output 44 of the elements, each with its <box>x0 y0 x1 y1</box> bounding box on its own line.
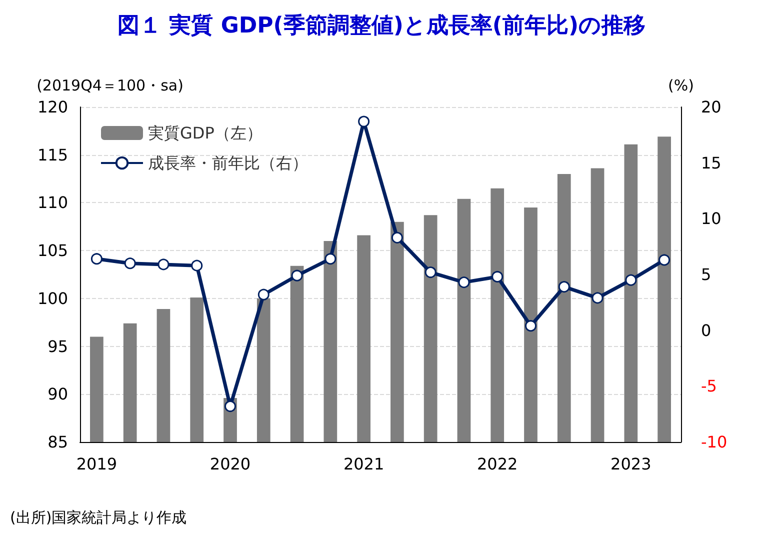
point <box>191 260 203 272</box>
y2-axis-title: (%) <box>668 76 694 94</box>
point <box>625 274 637 286</box>
y2-tick-label: -10 <box>701 432 728 452</box>
x-tick-label: 2023 <box>610 454 652 474</box>
y2-tick-label: 5 <box>701 265 712 284</box>
y-axis-title: (2019Q4＝100・sa) <box>36 76 184 94</box>
point <box>124 258 136 270</box>
point <box>90 253 102 265</box>
y2-tick-label: 0 <box>701 320 712 340</box>
point <box>258 288 270 300</box>
x-tick-label: 2021 <box>343 454 384 474</box>
point <box>658 254 670 266</box>
y2-tick-label: 10 <box>701 209 722 228</box>
x-tick-label: 2022 <box>477 454 518 474</box>
x-tick-label: 2019 <box>76 454 118 474</box>
y-tick-label: 105 <box>37 241 68 260</box>
point <box>558 281 570 293</box>
y-tick-label: 120 <box>37 98 68 116</box>
legend-label: 実質GDP（左） <box>148 124 262 142</box>
text: (出所)国家統計局より作成 <box>10 508 187 526</box>
point <box>492 270 504 282</box>
y2-tick-label: -5 <box>701 376 717 396</box>
y-tick-label: 100 <box>37 288 68 308</box>
legend-label: 成長率・前年比（右） <box>148 154 308 172</box>
x-tick-label: 2020 <box>210 454 251 474</box>
point <box>391 232 403 244</box>
y2-tick-label: 20 <box>701 98 722 116</box>
point <box>224 400 236 412</box>
point <box>458 276 470 288</box>
y-tick-label: 85 <box>48 432 68 452</box>
point <box>358 116 370 128</box>
point <box>424 266 436 278</box>
chart-title: 図１ 実質 GDP(季節調整値)と成長率(前年比)の推移 <box>118 12 646 38</box>
point <box>525 320 536 332</box>
y-tick-label: 115 <box>37 145 68 164</box>
point <box>291 270 303 282</box>
y-tick-label: 110 <box>37 193 68 212</box>
y-tick-label: 95 <box>48 336 68 356</box>
point <box>592 292 604 304</box>
point <box>324 253 336 265</box>
point <box>158 258 170 270</box>
y2-tick-label: 15 <box>701 153 722 172</box>
y-tick-label: 90 <box>48 384 68 404</box>
